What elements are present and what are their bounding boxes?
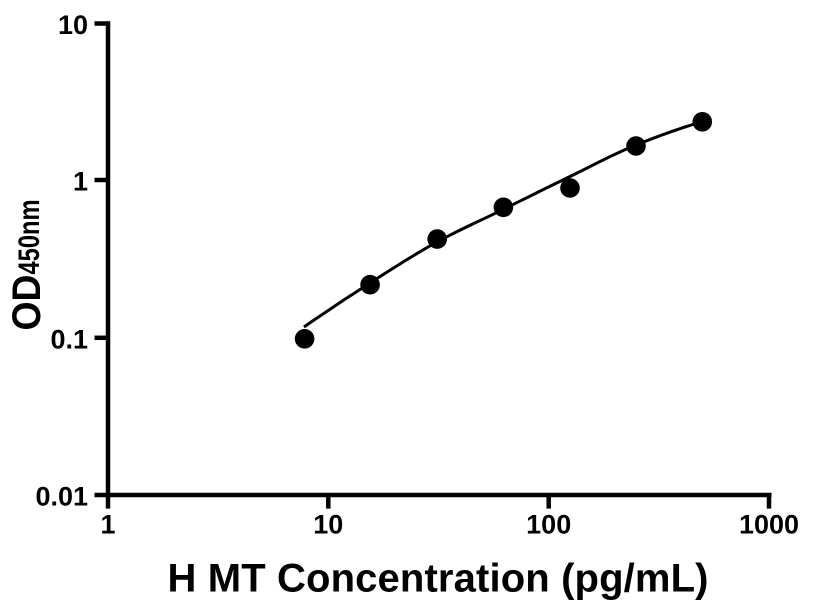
svg-text:0.1: 0.1 — [50, 325, 88, 355]
svg-text:450nm: 450nm — [13, 200, 46, 275]
svg-text:0.01: 0.01 — [35, 482, 88, 512]
svg-text:1: 1 — [100, 510, 115, 540]
svg-text:1000: 1000 — [739, 510, 799, 540]
svg-text:1: 1 — [73, 167, 88, 197]
svg-text:OD: OD — [5, 275, 49, 331]
svg-text:10: 10 — [58, 10, 88, 40]
svg-text:10: 10 — [313, 510, 343, 540]
svg-text:100: 100 — [526, 510, 571, 540]
svg-text:H MT Concentration (pg/mL): H MT Concentration (pg/mL) — [168, 557, 709, 601]
